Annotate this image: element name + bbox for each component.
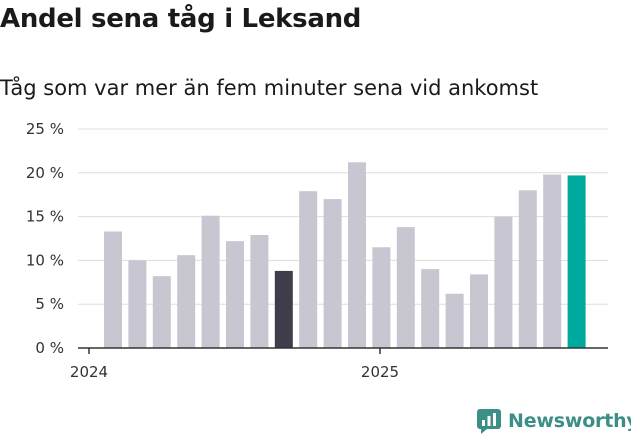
bar-11: [348, 162, 366, 348]
y-tick-label: 0 %: [35, 339, 64, 357]
bar-1: [104, 231, 122, 348]
newsworthy-logo: Newsworthy: [476, 408, 631, 434]
bar-10: [323, 199, 342, 348]
bar-15: [445, 293, 464, 348]
newsworthy-icon: [477, 409, 501, 434]
bar-7: [250, 234, 269, 348]
y-tick-label: 25 %: [26, 120, 64, 138]
bar-2: [128, 260, 147, 348]
bar-6: [226, 241, 244, 348]
chart-title: Andel sena tåg i Leksand: [0, 4, 362, 34]
y-tick-label: 20 %: [26, 164, 64, 182]
bar-20: [567, 175, 586, 348]
bar-18: [518, 190, 537, 348]
x-axis: 2024 2025: [70, 347, 608, 381]
bar-19: [543, 174, 562, 348]
bar-16: [470, 274, 488, 348]
bar-14: [421, 269, 440, 348]
chart-subtitle: Tåg som var mer än fem minuter sena vid …: [0, 76, 539, 100]
y-tick-label: 10 %: [26, 251, 64, 269]
y-tick-label: 5 %: [35, 295, 64, 313]
bar-3: [152, 276, 171, 348]
bar-9: [299, 191, 318, 348]
x-tick-label: 2025: [361, 363, 399, 381]
bar-12: [372, 247, 391, 348]
bar-13: [396, 227, 415, 348]
y-axis-labels: 0 % 5 % 10 % 15 % 20 % 25 %: [26, 120, 64, 357]
bar-5: [201, 215, 220, 348]
bar-17: [494, 216, 513, 348]
brand-name: Newsworthy: [508, 410, 631, 432]
bar-8: [274, 270, 293, 348]
x-tick-label: 2024: [70, 363, 108, 381]
bars: [104, 162, 586, 348]
y-tick-label: 15 %: [26, 208, 64, 226]
bar-4: [177, 255, 196, 348]
